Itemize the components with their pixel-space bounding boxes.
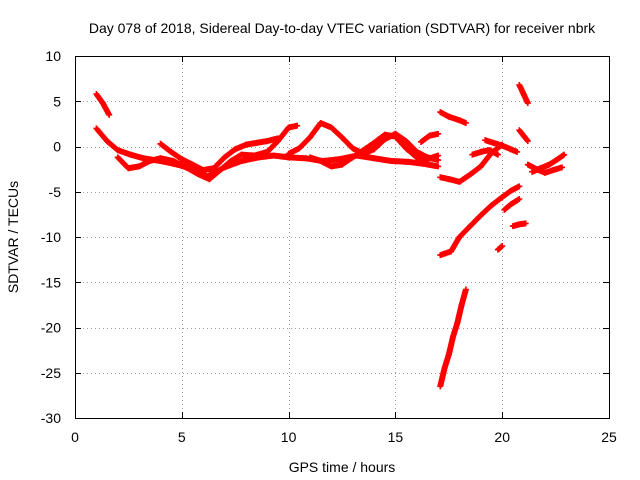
- y-tick-label: 10: [45, 48, 61, 64]
- data-points: [93, 81, 568, 390]
- y-tick-label: -10: [41, 229, 61, 245]
- y-axis-label: SDTVAR / TECUs: [5, 181, 21, 293]
- x-tick-label: 0: [71, 429, 79, 445]
- y-tick-label: -30: [41, 410, 61, 426]
- series-arc12: [501, 195, 523, 213]
- x-tick-label: 15: [388, 429, 404, 445]
- series-arc18: [524, 161, 566, 176]
- plot-frame: [75, 56, 610, 419]
- x-tick-label: 25: [601, 429, 617, 445]
- x-axis-label: GPS time / hours: [289, 459, 396, 475]
- data-point: [561, 151, 568, 158]
- data-point: [462, 119, 469, 126]
- data-point: [524, 100, 531, 107]
- series-arc19: [469, 147, 501, 158]
- x-tick-label: 5: [178, 429, 186, 445]
- y-tick-label: -15: [41, 274, 61, 290]
- series-arc9: [437, 286, 469, 390]
- series-arc15: [516, 81, 531, 107]
- tick-labels: 0 5 10 15 20 25 -30 -25 -20 -15 -10 -5 0 5 10: [41, 48, 617, 445]
- series-arc4: [157, 135, 281, 174]
- y-tick-label: -25: [41, 365, 61, 381]
- data-point: [516, 195, 523, 202]
- y-tick-label: -20: [41, 320, 61, 336]
- x-tick-label: 10: [281, 429, 297, 445]
- data-point: [514, 148, 521, 155]
- series-arc13: [494, 243, 506, 253]
- data-point: [435, 163, 442, 170]
- data-point: [435, 130, 442, 137]
- data-point: [462, 286, 469, 293]
- series-arc14: [509, 220, 529, 230]
- chart-title: Day 078 of 2018, Sidereal Day-to-day VTE…: [89, 20, 596, 36]
- data-point: [494, 151, 501, 158]
- x-tick-label: 20: [494, 429, 510, 445]
- series-arc2: [93, 91, 113, 118]
- data-point: [516, 183, 523, 190]
- data-point: [274, 135, 281, 142]
- series-arc6: [306, 131, 442, 170]
- data-point: [524, 138, 531, 145]
- data-point: [559, 164, 566, 171]
- series-arc7: [418, 130, 442, 145]
- y-tick-label: 0: [53, 139, 61, 155]
- series-arc16: [516, 127, 531, 145]
- data-point: [499, 243, 506, 250]
- data-point: [522, 220, 529, 227]
- series-arc11: [437, 109, 469, 126]
- series-arc20: [482, 137, 521, 155]
- y-tick-label: 5: [53, 93, 61, 109]
- data-point: [435, 152, 442, 159]
- data-point: [106, 111, 113, 118]
- series-arc8: [437, 183, 523, 259]
- data-point: [294, 122, 301, 129]
- y-tick-label: -5: [49, 184, 62, 200]
- series-arc3: [114, 122, 301, 183]
